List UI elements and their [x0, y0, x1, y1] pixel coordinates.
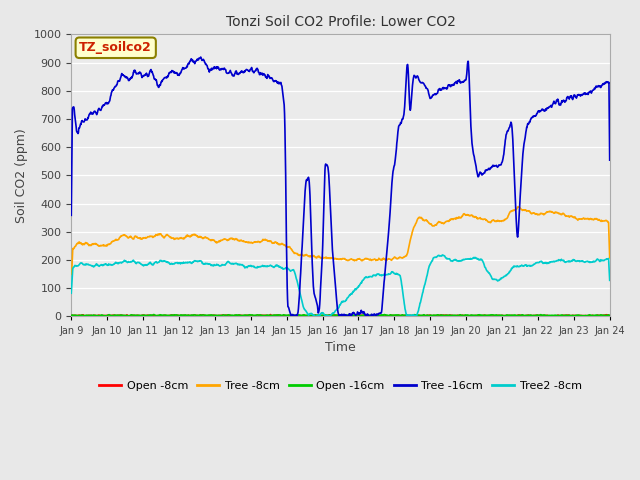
Tree2 -8cm: [312, 313, 319, 319]
Tree -16cm: [67, 213, 75, 218]
Line: Open -16cm: Open -16cm: [71, 314, 610, 316]
Open -16cm: [495, 312, 502, 318]
Tree -16cm: [197, 54, 205, 60]
Open -8cm: [67, 313, 75, 319]
Open -8cm: [425, 312, 433, 318]
Tree2 -8cm: [495, 277, 503, 283]
Tree2 -8cm: [187, 260, 195, 266]
Open -8cm: [543, 312, 550, 318]
Tree2 -8cm: [174, 261, 182, 266]
Tree -8cm: [494, 218, 502, 224]
Tree2 -8cm: [543, 260, 550, 266]
Tree2 -8cm: [606, 277, 614, 283]
Line: Tree2 -8cm: Tree2 -8cm: [71, 255, 610, 316]
Tree -16cm: [425, 90, 433, 96]
Tree2 -8cm: [438, 252, 446, 258]
Tree -8cm: [516, 204, 524, 210]
Tree -16cm: [495, 162, 503, 168]
Tree2 -8cm: [424, 267, 432, 273]
Open -8cm: [248, 312, 255, 318]
Line: Open -8cm: Open -8cm: [71, 314, 610, 316]
Legend: Open -8cm, Tree -8cm, Open -16cm, Tree -16cm, Tree2 -8cm: Open -8cm, Tree -8cm, Open -16cm, Tree -…: [95, 377, 586, 396]
Open -16cm: [542, 313, 550, 319]
Open -16cm: [174, 312, 182, 318]
Open -8cm: [187, 312, 195, 318]
Tree -8cm: [248, 240, 255, 245]
Tree -16cm: [543, 107, 550, 113]
Tree -16cm: [365, 313, 373, 319]
Open -16cm: [248, 312, 255, 318]
Open -8cm: [174, 312, 182, 318]
Open -16cm: [187, 312, 195, 318]
Tree -8cm: [174, 236, 182, 241]
Tree -8cm: [542, 210, 550, 216]
Tree -16cm: [174, 72, 182, 77]
Open -16cm: [424, 312, 432, 318]
Title: Tonzi Soil CO2 Profile: Lower CO2: Tonzi Soil CO2 Profile: Lower CO2: [225, 15, 456, 29]
Tree2 -8cm: [248, 264, 255, 269]
Y-axis label: Soil CO2 (ppm): Soil CO2 (ppm): [15, 128, 28, 223]
Tree -8cm: [187, 233, 195, 239]
Open -16cm: [381, 312, 388, 317]
Tree -8cm: [606, 255, 614, 261]
Open -16cm: [67, 312, 75, 318]
Open -8cm: [266, 312, 274, 317]
Tree -16cm: [187, 56, 195, 62]
Tree -8cm: [67, 271, 75, 277]
Tree2 -8cm: [67, 290, 75, 296]
X-axis label: Time: Time: [325, 341, 356, 354]
Tree -16cm: [248, 65, 255, 71]
Open -16cm: [579, 313, 586, 319]
Open -8cm: [606, 313, 614, 319]
Line: Tree -8cm: Tree -8cm: [71, 207, 610, 274]
Tree -16cm: [606, 157, 614, 163]
Open -16cm: [606, 312, 614, 318]
Open -8cm: [495, 312, 503, 318]
Open -8cm: [373, 313, 381, 319]
Text: TZ_soilco2: TZ_soilco2: [79, 41, 152, 54]
Tree -8cm: [424, 219, 432, 225]
Line: Tree -16cm: Tree -16cm: [71, 57, 610, 316]
